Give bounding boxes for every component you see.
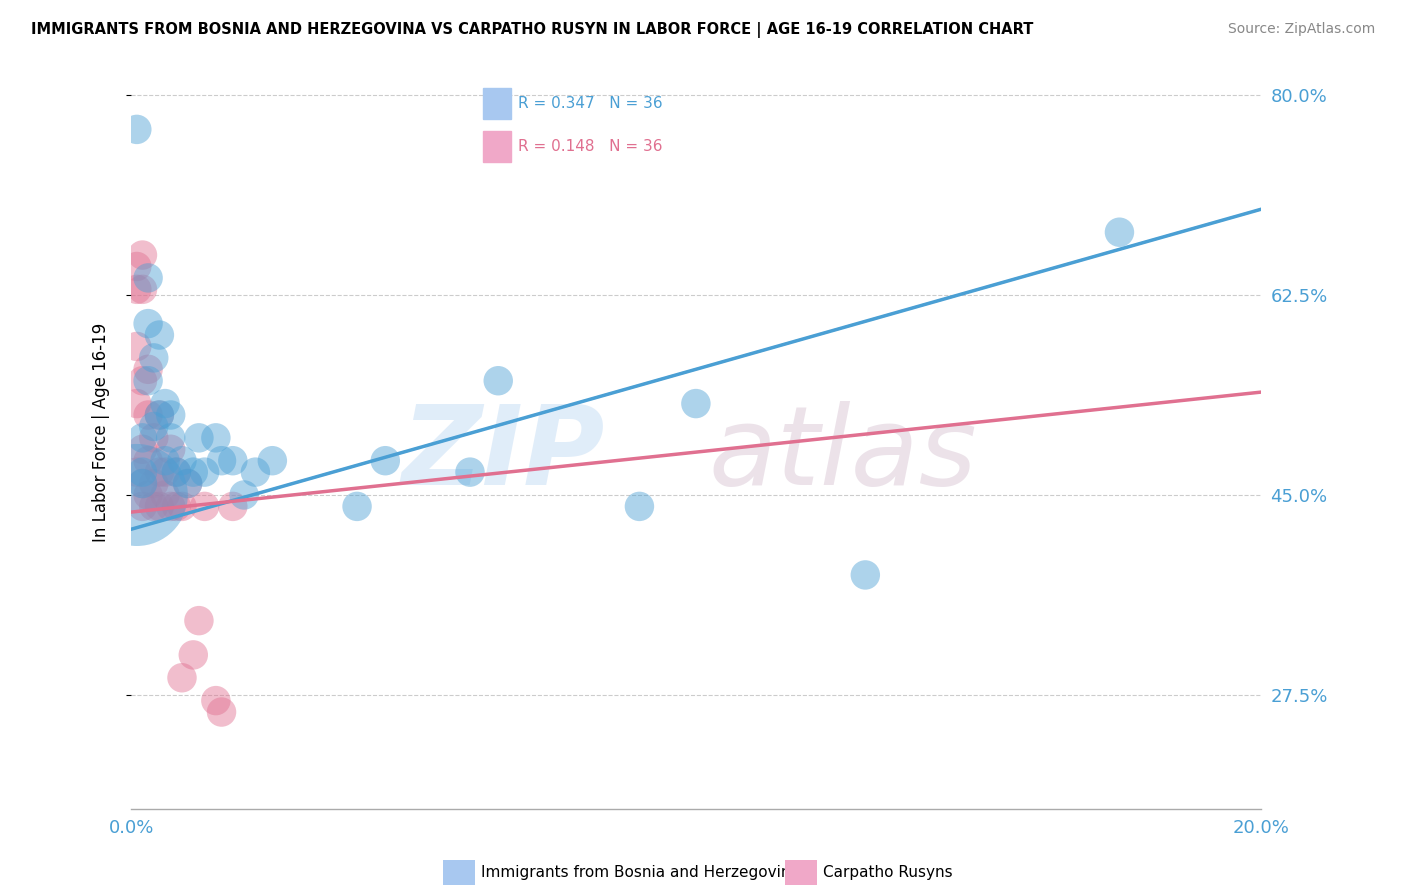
Point — [176, 476, 198, 491]
Point — [205, 693, 228, 707]
Point — [136, 453, 159, 467]
Point — [194, 500, 217, 514]
Point — [181, 648, 204, 662]
Text: Carpatho Rusyns: Carpatho Rusyns — [823, 865, 952, 880]
Point — [170, 453, 193, 467]
Point — [136, 317, 159, 331]
Point — [131, 465, 153, 479]
Point — [125, 465, 148, 479]
Point — [131, 442, 153, 457]
Point — [205, 431, 228, 445]
Text: ZIP: ZIP — [402, 401, 606, 508]
Text: Immigrants from Bosnia and Herzegovina: Immigrants from Bosnia and Herzegovina — [481, 865, 800, 880]
Point — [165, 500, 187, 514]
Point — [142, 476, 165, 491]
Point — [131, 282, 153, 296]
Point — [153, 453, 176, 467]
Point — [136, 408, 159, 422]
Point — [148, 500, 170, 514]
Point — [148, 408, 170, 422]
Point — [136, 374, 159, 388]
Point — [170, 671, 193, 685]
Point — [628, 500, 651, 514]
Point — [136, 488, 159, 502]
Point — [142, 431, 165, 445]
Point — [131, 374, 153, 388]
Point — [131, 476, 153, 491]
Point — [148, 465, 170, 479]
Point — [153, 465, 176, 479]
Point — [346, 500, 368, 514]
Point — [222, 500, 245, 514]
Point — [262, 453, 284, 467]
Point — [148, 408, 170, 422]
Point — [211, 453, 233, 467]
Point — [159, 442, 181, 457]
Point — [165, 465, 187, 479]
Text: IMMIGRANTS FROM BOSNIA AND HERZEGOVINA VS CARPATHO RUSYN IN LABOR FORCE | AGE 16: IMMIGRANTS FROM BOSNIA AND HERZEGOVINA V… — [31, 22, 1033, 38]
Point — [125, 282, 148, 296]
Point — [131, 476, 153, 491]
Point — [176, 476, 198, 491]
Point — [142, 419, 165, 434]
Text: atlas: atlas — [709, 401, 977, 508]
Point — [181, 465, 204, 479]
Point — [222, 453, 245, 467]
Point — [136, 362, 159, 376]
Point — [148, 328, 170, 343]
Point — [159, 408, 181, 422]
Point — [136, 271, 159, 285]
Point — [374, 453, 396, 467]
Point — [142, 500, 165, 514]
Point — [131, 500, 153, 514]
Point — [125, 396, 148, 410]
Text: Source: ZipAtlas.com: Source: ZipAtlas.com — [1227, 22, 1375, 37]
Point — [125, 488, 148, 502]
Point — [486, 374, 509, 388]
Y-axis label: In Labor Force | Age 16-19: In Labor Force | Age 16-19 — [93, 323, 110, 541]
Point — [153, 488, 176, 502]
Point — [165, 465, 187, 479]
Point — [142, 351, 165, 365]
Point — [685, 396, 707, 410]
Point — [187, 614, 209, 628]
Point — [131, 431, 153, 445]
Point — [853, 568, 876, 582]
Point — [170, 500, 193, 514]
Point — [1108, 225, 1130, 239]
Point — [125, 122, 148, 136]
Point — [131, 248, 153, 262]
Point — [125, 339, 148, 353]
Point — [194, 465, 217, 479]
Point — [153, 396, 176, 410]
Point — [245, 465, 267, 479]
Point — [159, 500, 181, 514]
Point — [125, 260, 148, 274]
Point — [187, 431, 209, 445]
Point — [458, 465, 481, 479]
Point — [211, 705, 233, 719]
Point — [233, 488, 256, 502]
Point — [159, 431, 181, 445]
